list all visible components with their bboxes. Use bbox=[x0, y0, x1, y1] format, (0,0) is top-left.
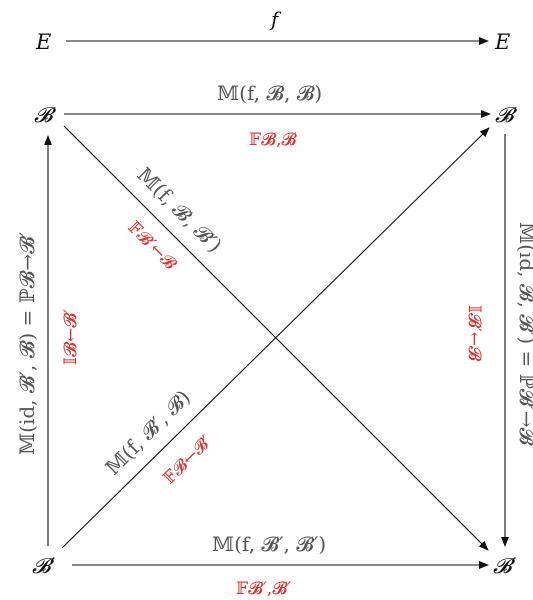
node-e-left: E bbox=[35, 30, 51, 54]
label-top-matrix: 𝕄(f, 𝓑, 𝓑) bbox=[217, 81, 322, 105]
label-left-red: 𝕀𝓑←𝓑′ bbox=[61, 309, 81, 365]
label-right-matrix: 𝕄(id, 𝓑, 𝓑′) = ℙ𝓑′→𝓑 bbox=[515, 222, 533, 446]
label-top-red: 𝔽𝓑,𝓑 bbox=[249, 130, 297, 150]
node-b-right: 𝓑 bbox=[495, 103, 518, 127]
label-diag-up-red: 𝔽𝓑←𝓑′ bbox=[159, 432, 216, 489]
node-bprime-left: 𝓑′ bbox=[32, 554, 56, 578]
label-right-red: 𝕀𝓑′←𝓑 bbox=[464, 305, 484, 362]
node-bprime-right: 𝓑′ bbox=[493, 554, 517, 578]
label-left-matrix: 𝕄(id, 𝓑′, 𝓑) = ℙ𝓑→𝓑′ bbox=[15, 231, 39, 455]
node-b-left: 𝓑 bbox=[34, 103, 57, 127]
label-bottom-matrix: 𝕄(f, 𝓑′, 𝓑′) bbox=[212, 532, 326, 556]
label-f: f bbox=[269, 7, 282, 31]
label-bottom-red: 𝔽𝓑′,𝓑′ bbox=[236, 579, 291, 599]
label-diag-down-red: 𝔽𝓑′←𝓑 bbox=[123, 217, 180, 274]
node-e-right: E bbox=[494, 30, 510, 54]
arrow-diag-up bbox=[61, 127, 490, 549]
